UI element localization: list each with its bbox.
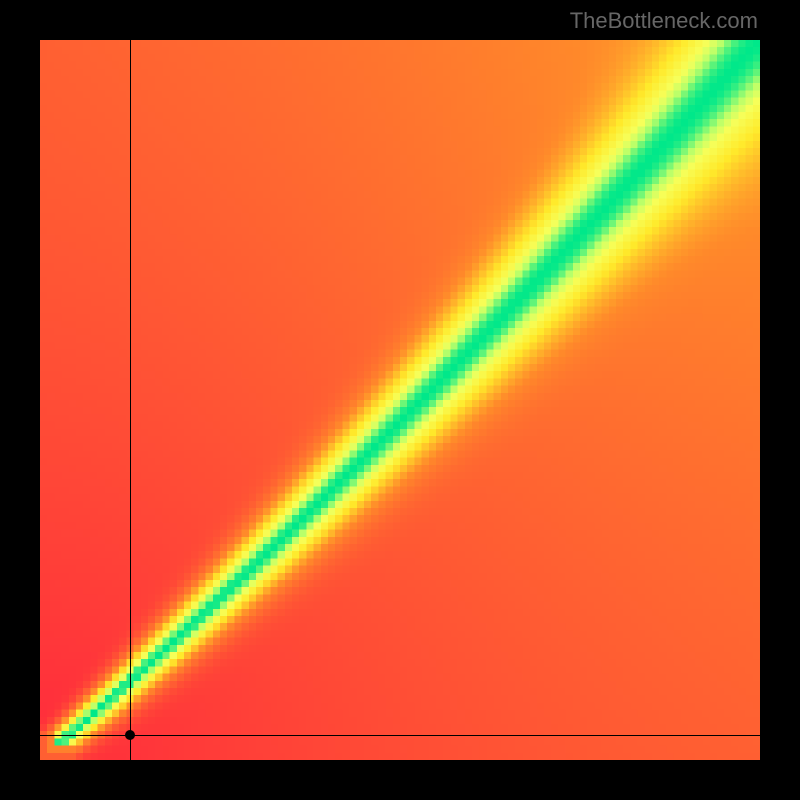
bottleneck-heatmap xyxy=(40,40,760,760)
crosshair-horizontal xyxy=(40,735,760,736)
crosshair-vertical xyxy=(130,40,131,760)
crosshair-marker xyxy=(125,730,135,740)
attribution-label: TheBottleneck.com xyxy=(570,8,758,34)
